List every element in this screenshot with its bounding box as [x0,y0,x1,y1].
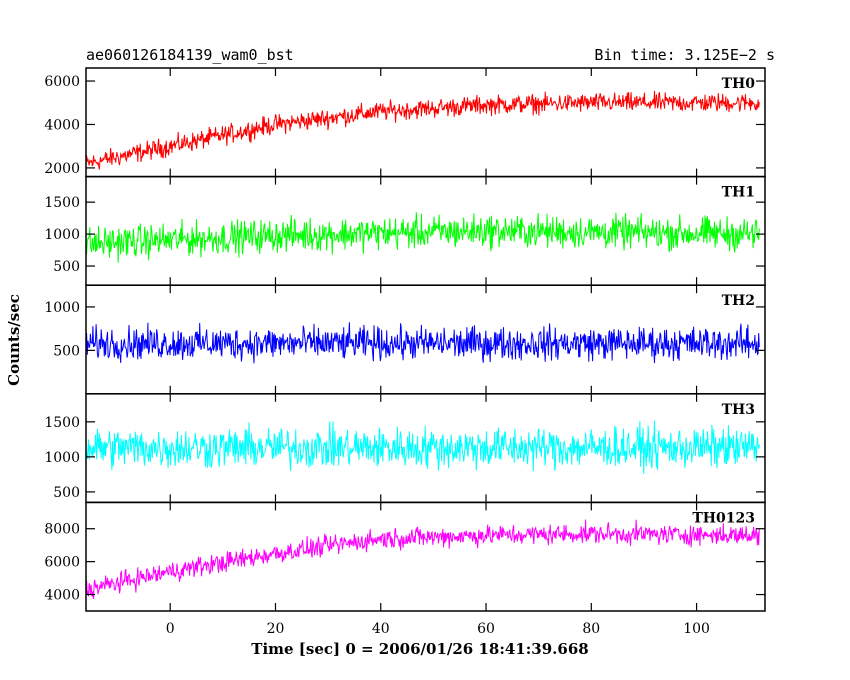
y-axis-label: Counts/sec [5,294,23,386]
y-tick-label: 1000 [44,227,80,243]
series-line-th0123 [86,519,760,599]
panel-th0123: 4000 6000 8000 TH0123 [44,501,766,612]
panel-th1: 500 1000 1500 TH1 [44,175,766,286]
x-tick-label: 100 [683,621,710,637]
x-tick-label: 40 [372,621,390,637]
y-tick-label: 4000 [44,588,80,604]
panel-th3: 500 1000 1500 TH3 [44,393,766,504]
x-tick-label: 60 [477,621,495,637]
y-tick-label: 8000 [44,522,80,538]
y-tick-label: 1500 [44,195,80,211]
y-tick-label: 1500 [44,415,80,431]
series-line-th3 [86,420,760,475]
panel-label: TH3 [722,402,755,418]
series-line-th2 [86,322,760,364]
x-axis-label: Time [sec] 0 = 2006/01/26 18:41:39.668 [251,640,588,658]
y-tick-label: 6000 [44,555,80,571]
panel-th0: 2000 4000 6000 TH0 [44,67,766,178]
y-tick-label: 6000 [44,74,80,90]
x-tick-label: 20 [267,621,285,637]
bin-time-label: Bin time: 3.125E−2 s [594,46,775,64]
panel-label: TH0 [722,76,756,92]
panel-label: TH1 [722,185,755,201]
panel-frame [85,67,766,178]
chart-title: ae060126184139_wam0_bst [86,46,294,64]
y-tick-label: 500 [53,343,80,359]
series-line-th0 [86,90,760,170]
y-tick-label: 1000 [44,300,80,316]
y-tick-label: 4000 [44,117,80,133]
panel-th2: 500 1000 TH2 [44,284,766,395]
y-tick-label: 1000 [44,450,80,466]
panel-frame [85,501,766,612]
y-tick-label: 500 [53,485,80,501]
x-tick-label: 80 [582,621,600,637]
y-tick-label: 2000 [44,161,80,177]
x-tick-label: 0 [166,621,175,637]
series-line-th1 [86,212,760,263]
y-tick-label: 500 [53,259,80,275]
panel-label: TH0123 [692,510,755,526]
panel-label: TH2 [722,293,755,309]
